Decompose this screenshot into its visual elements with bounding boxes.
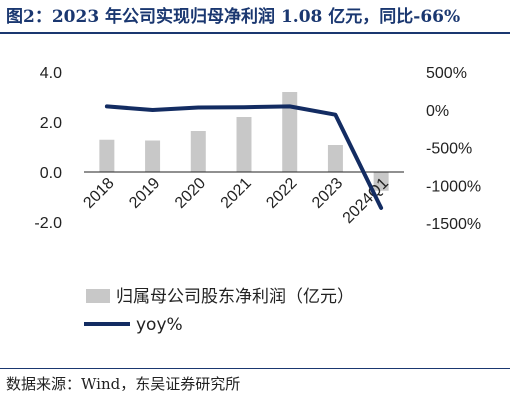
bar-2019: [145, 140, 161, 172]
title-rule: [0, 32, 510, 34]
source-note: 数据来源：Wind，东吴证券研究所: [6, 375, 241, 393]
left-tick-label: 4.0: [40, 65, 62, 82]
chart-area: 4.0 2.0 0.0 -2.0 500% 0% -500% -1000% -1500% 20…: [34, 65, 481, 335]
bar-2023: [327, 145, 343, 172]
bar-2021: [236, 117, 252, 172]
bar-2024Q1: [373, 172, 389, 191]
yoy-point-2018: [106, 105, 108, 107]
right-tick-label: 0%: [426, 103, 449, 120]
x-tick-label: 2019: [126, 175, 163, 212]
right-tick-label: 500%: [426, 65, 467, 82]
x-tick-label: 2021: [218, 175, 255, 212]
legend: 归属母公司股东净利润（亿元） yoy%: [84, 287, 354, 335]
x-tick-label: 2024Q1: [340, 175, 392, 227]
x-tick-label: 2018: [80, 175, 117, 212]
yoy-point-2024Q1: [380, 207, 382, 209]
yoy-point-2020: [197, 106, 199, 108]
yoy-point-2023: [334, 114, 336, 116]
legend-bar-label: 归属母公司股东净利润（亿元）: [116, 287, 354, 307]
yoy-point-2021: [243, 106, 245, 108]
left-tick-label: -2.0: [34, 215, 62, 232]
x-tick-label: 2022: [263, 175, 300, 212]
left-tick-label: 0.0: [40, 165, 62, 182]
bar-2020: [190, 131, 206, 172]
x-tick-label: 2020: [172, 175, 209, 212]
legend-line-label: yoy%: [136, 315, 183, 335]
footer-rule: [0, 368, 510, 369]
x-tick-label: 2023: [309, 175, 346, 212]
right-tick-label: -1000%: [426, 178, 481, 195]
figure-title: 图2：2023 年公司实现归母净利润 1.08 亿元，同比-66%: [6, 7, 461, 27]
left-tick-label: 2.0: [40, 115, 62, 132]
yoy-point-2022: [289, 105, 291, 107]
bar-2022: [282, 92, 298, 172]
right-tick-label: -1500%: [426, 216, 481, 233]
yoy-point-2019: [152, 109, 154, 111]
right-tick-label: -500%: [426, 141, 472, 158]
legend-bar-swatch: [86, 289, 110, 303]
bar-2018: [99, 139, 115, 172]
